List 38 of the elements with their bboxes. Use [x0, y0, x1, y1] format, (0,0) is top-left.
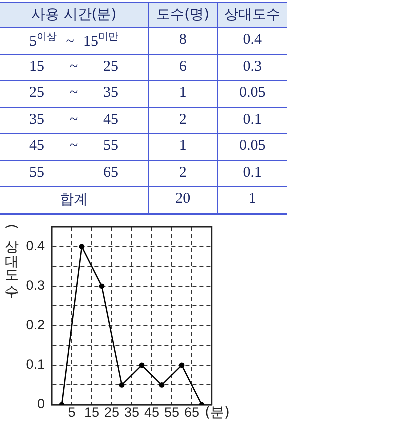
- x-tick-label: 25: [104, 404, 120, 420]
- category-label: 5$^{이상}$ ~ 15$^{미만}$: [30, 31, 118, 52]
- y-tick-label: 0.2: [26, 318, 45, 333]
- data-label: 6: [148, 54, 218, 80]
- y-tick-label: 0.1: [26, 357, 45, 372]
- x-tick-label: 5: [68, 404, 76, 420]
- category-label: 55 65: [30, 164, 118, 182]
- text: 사용 시간(분): [0, 2, 149, 28]
- category-label: 35 ~ 45: [30, 112, 118, 129]
- data-label: 0.1: [218, 107, 287, 134]
- data-label: 2: [148, 160, 218, 186]
- y-tick-label: 0.3: [26, 278, 45, 294]
- data-label: 0.1: [218, 160, 287, 186]
- data-label: 1: [148, 134, 218, 160]
- data-label: 0.4: [218, 28, 287, 54]
- y-tick-label: 0: [37, 396, 45, 412]
- x-tick-label: 65: [184, 404, 200, 420]
- x-tick-label: 35: [124, 404, 140, 420]
- data-label: 1: [148, 80, 218, 107]
- data-label: 1: [218, 186, 287, 214]
- category-label: 15 ~ 25: [30, 58, 118, 76]
- data-label: 20: [148, 186, 218, 214]
- x-tick-label: 45: [144, 404, 160, 420]
- x-tick-label: 15: [84, 404, 100, 420]
- legend-label: 상대도수: [218, 2, 287, 28]
- data-label: 0.05: [218, 80, 287, 107]
- data-label: 8: [148, 28, 218, 54]
- x-tick-label: 55: [164, 404, 180, 420]
- category-label: 합계: [0, 186, 149, 214]
- x-axis-title: (분): [205, 404, 230, 422]
- category-label: 45 ~ 55: [30, 138, 118, 156]
- y-axis-title: (상대도수): [3, 224, 20, 297]
- category-label: 25 ~ 35: [30, 85, 118, 102]
- y-tick-label: 0.4: [26, 238, 46, 254]
- data-label: 2: [148, 107, 218, 134]
- data-label: 0.3: [218, 54, 287, 80]
- data-label: 0.05: [218, 134, 287, 160]
- text: 도수(명): [148, 2, 218, 28]
